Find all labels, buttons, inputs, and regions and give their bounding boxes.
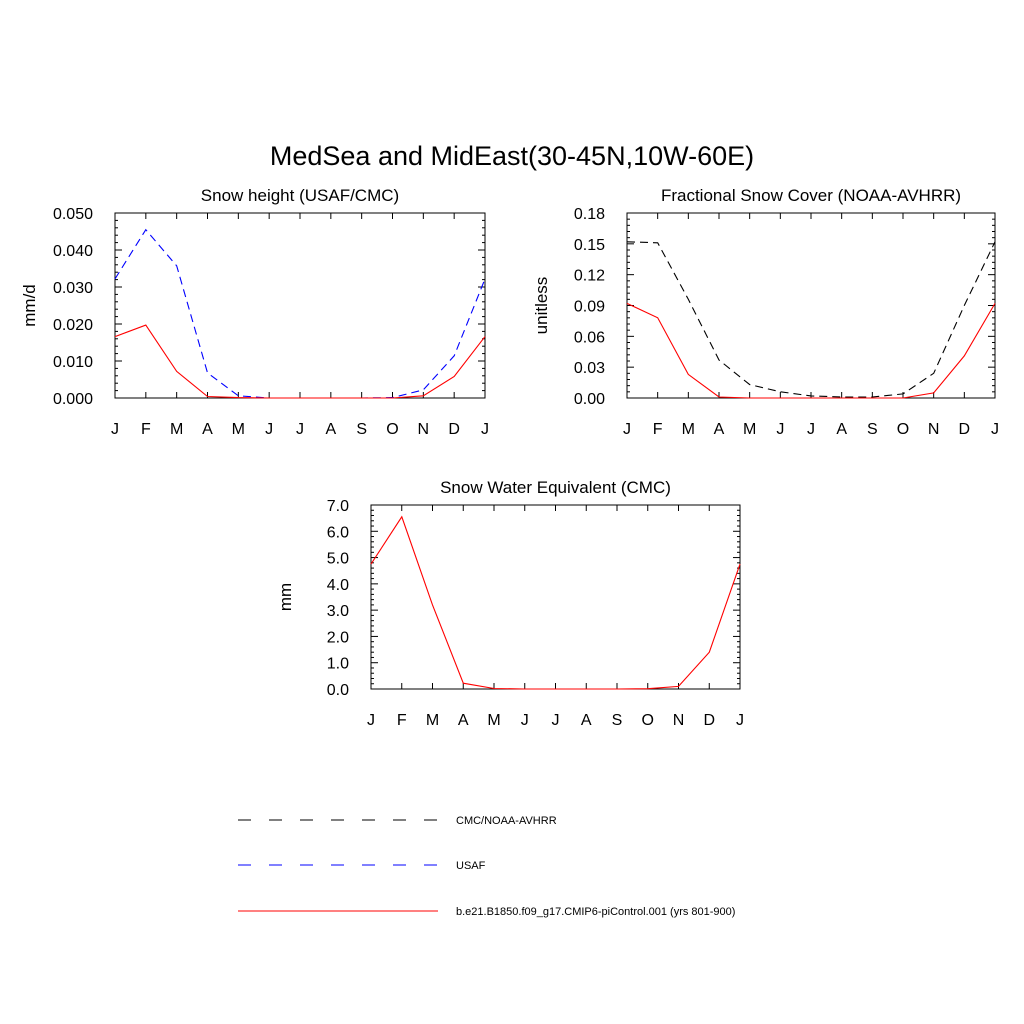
x-tick-label: J xyxy=(991,421,999,438)
y-tick-label: 0.030 xyxy=(53,280,93,297)
x-tick-label: A xyxy=(836,421,847,438)
y-tick-label: 0.010 xyxy=(53,354,93,371)
x-tick-label: A xyxy=(325,421,336,438)
series-line xyxy=(626,302,996,399)
x-tick-label: M xyxy=(682,421,695,438)
x-tick-label: S xyxy=(356,421,367,438)
y-tick-label: 0.15 xyxy=(574,237,605,254)
x-tick-label: O xyxy=(386,421,398,438)
y-tick-label: 0.0 xyxy=(327,682,349,699)
panel-snow-height: Snow height (USAF/CMC) mm/d J F M A M J J A S O N D J 0… xyxy=(20,186,489,438)
y-tick-label: 0.18 xyxy=(574,206,605,223)
y-tick-label: 0.050 xyxy=(53,206,93,223)
plot-frame xyxy=(114,212,486,399)
y-axis-label: mm xyxy=(276,583,295,611)
panel-title: Snow Water Equivalent (CMC) xyxy=(440,478,671,497)
x-tick-label: M xyxy=(487,712,500,729)
x-tick-label: D xyxy=(703,712,715,729)
x-tick-label: F xyxy=(141,421,151,438)
y-tick-label: 0.06 xyxy=(574,329,605,346)
x-tick-label: M xyxy=(232,421,245,438)
x-tick-label: J xyxy=(736,712,744,729)
y-tick-label: 7.0 xyxy=(327,498,349,515)
legend: CMC/NOAA-AVHRR USAF b.e21.B1850.f09_g17.CM… xyxy=(238,815,735,918)
figure-title: MedSea and MidEast(30-45N,10W-60E) xyxy=(270,141,754,171)
y-tick-label: 0.00 xyxy=(574,391,605,408)
y-tick-label: 0.09 xyxy=(574,299,605,316)
panel-fractional-snow-cover: Fractional Snow Cover (NOAA-AVHRR) unitle… xyxy=(532,186,999,438)
x-tick-label: J xyxy=(807,421,815,438)
y-tick-label: 3.0 xyxy=(327,603,349,620)
y-axis-label: unitless xyxy=(532,277,551,335)
y-tick-label: 4.0 xyxy=(327,577,349,594)
x-tick-label: J xyxy=(265,421,273,438)
y-tick-label: 0.000 xyxy=(53,391,93,408)
x-tick-label: N xyxy=(928,421,940,438)
x-tick-label: D xyxy=(959,421,971,438)
x-tick-label: A xyxy=(458,712,469,729)
x-tick-label: N xyxy=(673,712,685,729)
y-tick-label: 6.0 xyxy=(327,524,349,541)
x-tick-label: A xyxy=(714,421,725,438)
x-tick-label: N xyxy=(418,421,430,438)
x-tick-label: J xyxy=(552,712,560,729)
x-tick-label: J xyxy=(367,712,375,729)
x-tick-label: F xyxy=(653,421,663,438)
legend-label: USAF xyxy=(456,860,486,872)
x-tick-label: J xyxy=(111,421,119,438)
series-line xyxy=(370,515,741,690)
y-tick-label: 0.020 xyxy=(53,317,93,334)
legend-label: CMC/NOAA-AVHRR xyxy=(456,815,557,827)
x-tick-label: S xyxy=(867,421,878,438)
y-tick-label: 0.040 xyxy=(53,243,93,260)
series-line xyxy=(626,241,996,398)
x-tick-label: M xyxy=(170,421,183,438)
x-tick-label: J xyxy=(296,421,304,438)
x-tick-label: J xyxy=(481,421,489,438)
panel-title: Fractional Snow Cover (NOAA-AVHRR) xyxy=(661,186,961,205)
plot-frame xyxy=(626,212,996,399)
x-tick-label: M xyxy=(743,421,756,438)
series-line xyxy=(114,324,486,399)
series-line xyxy=(114,228,486,399)
plot-frame xyxy=(370,504,741,690)
y-tick-label: 0.12 xyxy=(574,268,605,285)
y-tick-label: 5.0 xyxy=(327,551,349,568)
x-tick-label: A xyxy=(581,712,592,729)
x-tick-label: M xyxy=(426,712,439,729)
y-axis-label: mm/d xyxy=(20,284,39,327)
y-tick-label: 1.0 xyxy=(327,656,349,673)
x-tick-label: J xyxy=(521,712,529,729)
legend-label: b.e21.B1850.f09_g17.CMIP6-piControl.001 … xyxy=(456,906,735,918)
y-tick-label: 0.03 xyxy=(574,360,605,377)
x-tick-label: O xyxy=(897,421,909,438)
x-tick-label: F xyxy=(397,712,407,729)
panel-title: Snow height (USAF/CMC) xyxy=(201,186,399,205)
x-tick-label: A xyxy=(202,421,213,438)
panel-snow-water-equivalent: Snow Water Equivalent (CMC) mm J F M A M J J A S O N… xyxy=(276,478,744,729)
x-tick-label: J xyxy=(776,421,784,438)
x-tick-label: D xyxy=(448,421,460,438)
x-tick-label: S xyxy=(612,712,623,729)
y-tick-label: 2.0 xyxy=(327,629,349,646)
x-tick-label: O xyxy=(642,712,654,729)
x-tick-label: J xyxy=(623,421,631,438)
